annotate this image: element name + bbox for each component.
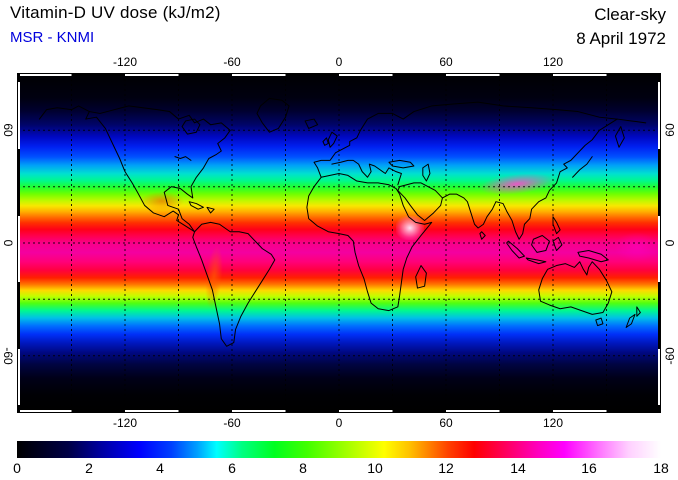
coast-kamchatka <box>615 127 624 148</box>
coast-madagascar <box>416 266 427 289</box>
coast-greenland <box>257 98 289 132</box>
colorbar-tick-0: 0 <box>13 460 21 476</box>
colorbar-tick-14: 14 <box>510 460 526 476</box>
sky-condition-label: Clear-sky <box>594 5 666 24</box>
lon-tick-bottom-120: 120 <box>542 416 564 430</box>
colorbar-tick-16: 16 <box>581 460 597 476</box>
world-map <box>17 73 661 413</box>
lon-tick-bottom-60: 60 <box>439 416 453 430</box>
coast-hudson-bay <box>182 119 200 134</box>
coast-great-lakes <box>175 157 191 161</box>
coast-ireland <box>323 138 328 146</box>
lat-tick-left-0: 0 <box>1 239 15 247</box>
coast-new-guinea <box>578 251 608 262</box>
coast-japan <box>573 157 593 178</box>
colorbar-tick-6: 6 <box>228 460 236 476</box>
coast-new-zealand-north <box>637 307 641 316</box>
lon-tick-top-60: 60 <box>439 55 453 69</box>
header-right: Clear-sky 8 April 1972 <box>576 3 666 51</box>
coast-sulawesi <box>553 237 562 250</box>
lon-tick-bottom-0: 0 <box>335 416 343 430</box>
coast-borneo <box>532 235 550 252</box>
graticule <box>18 74 660 412</box>
lon-tick-bottom-neg120: -120 <box>112 416 138 430</box>
lat-tick-left-60: 60 <box>1 123 15 137</box>
lat-tick-right-60: 60 <box>663 123 677 137</box>
lon-tick-bottom-neg60: -60 <box>223 416 241 430</box>
map-frame-right <box>658 74 660 412</box>
lon-tick-top-neg120: -120 <box>112 55 138 69</box>
lat-tick-right-0: 0 <box>663 239 677 247</box>
coast-tasmania <box>596 318 603 326</box>
map-frame-top <box>18 74 660 76</box>
coast-cuba <box>189 202 203 210</box>
lat-tick-left-neg60: -60 <box>1 347 15 365</box>
data-source-label: MSR - KNMI <box>10 29 95 46</box>
coast-arabia <box>398 183 443 221</box>
plot-title: Vitamin-D UV dose (kJ/m2) <box>10 3 221 22</box>
coast-new-zealand-south <box>626 314 635 327</box>
date-label: 8 April 1972 <box>576 29 666 48</box>
coast-black-sea <box>389 160 414 168</box>
coast-iceland <box>305 119 317 128</box>
coast-africa <box>307 174 432 311</box>
coast-sri-lanka <box>480 232 485 240</box>
coast-north-america-east <box>89 106 230 232</box>
coast-hispaniola <box>207 207 214 213</box>
map-frame-left <box>18 74 20 412</box>
map-frame-bottom <box>18 410 660 412</box>
coast-philippines <box>553 217 560 234</box>
coastlines <box>18 74 660 412</box>
coast-sumatra <box>507 241 525 258</box>
colorbar-tick-18: 18 <box>653 460 669 476</box>
coast-south-east-asia <box>442 119 617 239</box>
colorbar-tick-10: 10 <box>367 460 383 476</box>
colorbar-tick-4: 4 <box>156 460 164 476</box>
coast-south-america <box>193 222 275 346</box>
colorbar <box>17 441 661 458</box>
lon-tick-top-0: 0 <box>335 55 343 69</box>
colorbar-tick-12: 12 <box>438 460 454 476</box>
coast-mediterranean-north <box>332 160 402 184</box>
lon-tick-top-neg60: -60 <box>223 55 241 69</box>
coast-britain <box>328 132 337 147</box>
coast-europe-arctic <box>314 102 646 177</box>
coast-java <box>526 258 546 264</box>
coast-australia <box>539 262 612 315</box>
coast-caspian-sea <box>423 164 430 181</box>
lat-tick-right-neg60: -60 <box>663 347 677 365</box>
colorbar-tick-8: 8 <box>299 460 307 476</box>
lon-tick-top-120: 120 <box>542 55 564 69</box>
colorbar-tick-2: 2 <box>85 460 93 476</box>
coast-north-america-west <box>39 106 194 232</box>
